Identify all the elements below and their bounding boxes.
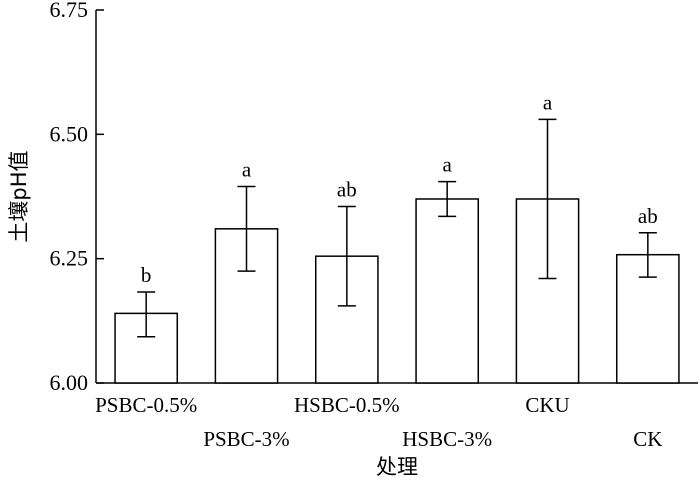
y-tick-label: 6.75: [50, 0, 89, 22]
x-category-label: HSBC-3%: [402, 427, 492, 451]
y-tick-label: 6.00: [50, 370, 89, 395]
axes: [95, 10, 698, 384]
bars: [114, 198, 680, 384]
y-ticks: 6.00 6.25 6.50 6.75: [50, 0, 104, 395]
y-tick-label: 6.25: [50, 246, 89, 271]
y-tick-label: 6.50: [50, 121, 89, 146]
x-category-label: HSBC-0.5%: [294, 393, 400, 417]
x-category-labels: PSBC-0.5%PSBC-3%HSBC-0.5%HSBC-3% CKU CK: [95, 393, 662, 451]
significance-letter: ab: [638, 204, 658, 228]
x-category-label: PSBC-3%: [203, 427, 289, 451]
y-axis-title: 土壤pH值: [7, 150, 31, 242]
x-axis-title: 处理: [376, 455, 418, 479]
significance-letter: b: [141, 263, 152, 287]
x-category-label: CKU: [525, 393, 569, 417]
bar: [415, 198, 480, 384]
significance-labels: b a ab a a ab: [141, 90, 658, 287]
significance-letter: a: [242, 158, 252, 182]
significance-letter: a: [543, 90, 553, 114]
significance-letter: a: [443, 153, 453, 177]
x-category-label: PSBC-0.5%: [95, 393, 197, 417]
error-bars: [137, 118, 657, 338]
significance-letter: ab: [337, 177, 357, 201]
x-category-label: CK: [633, 427, 662, 451]
